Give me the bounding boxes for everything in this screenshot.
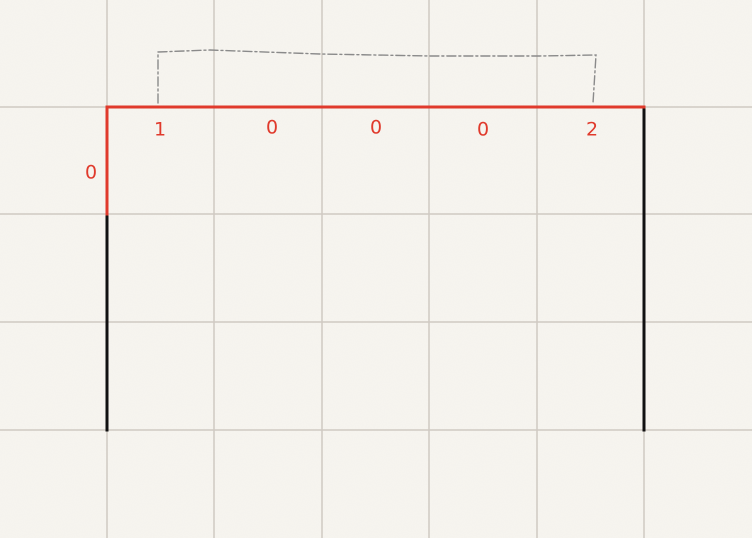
left-clues: 0 xyxy=(85,162,97,184)
left-clue-1: 0 xyxy=(85,162,97,184)
top-clues: 1 0 0 0 2 xyxy=(154,117,598,141)
top-clue-1: 1 xyxy=(154,119,166,141)
top-clue-3: 0 xyxy=(370,117,382,139)
filled-edges xyxy=(105,105,646,432)
top-clue-4: 0 xyxy=(477,119,489,141)
top-clue-2: 0 xyxy=(266,117,278,139)
active-edges xyxy=(105,105,646,216)
link-bracket xyxy=(157,49,597,104)
top-clue-5: 2 xyxy=(586,119,598,141)
